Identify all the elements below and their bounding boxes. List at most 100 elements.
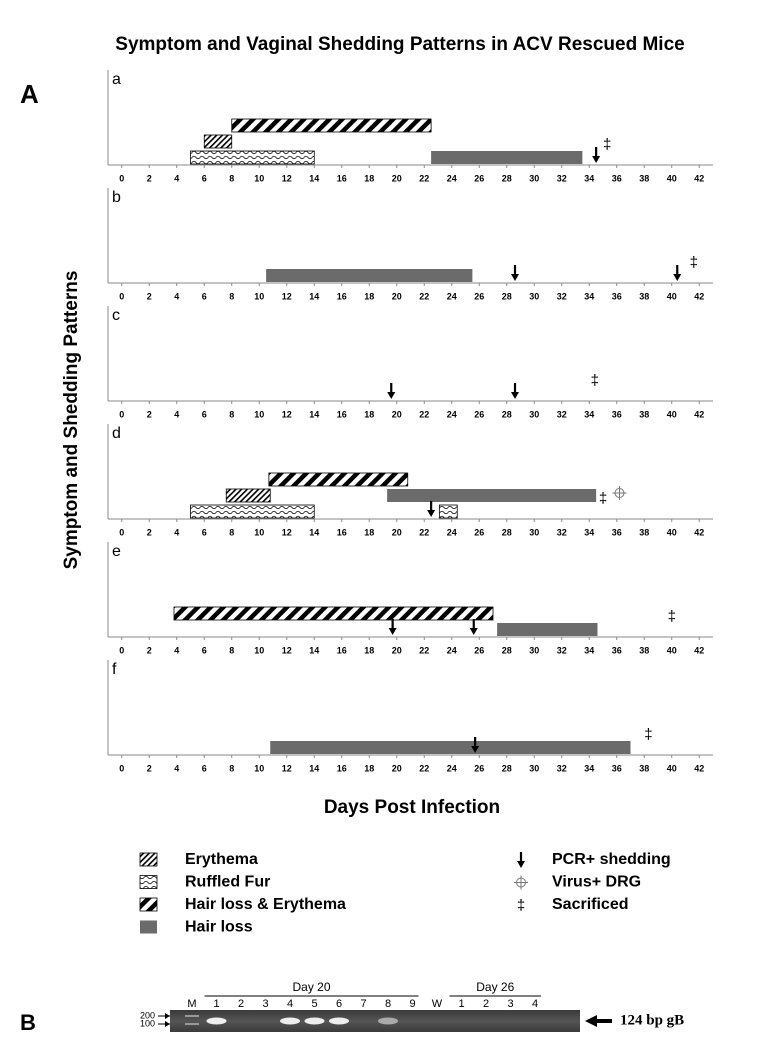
gel: [170, 1010, 580, 1032]
x-tick-label: 20: [392, 645, 402, 655]
arrow-head: [517, 861, 525, 868]
legend-label: PCR+ shedding: [552, 851, 671, 868]
x-tick-label: 18: [364, 409, 374, 419]
x-tick-label: 10: [254, 409, 264, 419]
x-tick-label: 2: [147, 291, 152, 301]
x-tick-label: 22: [419, 527, 429, 537]
panel-label: a: [112, 71, 121, 88]
pcr-arrow: [469, 619, 478, 635]
panel-label: e: [112, 543, 121, 560]
x-tick-label: 8: [229, 763, 234, 773]
x-tick-label: 36: [612, 291, 622, 301]
x-tick-label: 12: [282, 409, 292, 419]
x-tick-label: 26: [474, 763, 484, 773]
legend-label: Sacrificed: [552, 896, 628, 913]
x-tick-label: 4: [174, 645, 179, 655]
x-tick-label: 10: [254, 173, 264, 183]
x-tick-label: 14: [309, 291, 319, 301]
legend-label: Hair loss: [185, 919, 253, 936]
panel-label: b: [112, 189, 121, 206]
x-tick-label: 8: [229, 173, 234, 183]
x-tick-label: 0: [119, 173, 124, 183]
x-tick-label: 12: [282, 763, 292, 773]
bar: [190, 150, 315, 165]
x-tick-label: 14: [309, 763, 319, 773]
x-tick-label: 20: [392, 173, 402, 183]
sacrificed-marker: ‡: [599, 490, 607, 507]
x-tick-label: 40: [667, 763, 677, 773]
legend-label: Hair loss & Erythema: [185, 896, 346, 913]
panel: a0 2 4 6 8 10 12 14 16 18 20 22 24 26 28 30 32 34 36 38 40 42…: [107, 70, 713, 183]
size-marker: 100: [140, 1018, 155, 1028]
x-tick-label: 34: [584, 645, 594, 655]
panel-label: B: [20, 1010, 36, 1035]
gel-band: [304, 1017, 325, 1025]
lane-label: 7: [360, 998, 366, 1010]
x-tick-label: 4: [174, 173, 179, 183]
arrow-head: [511, 274, 519, 281]
x-tick-label: 20: [392, 409, 402, 419]
x-tick-label: 28: [502, 645, 512, 655]
x-tick-label: 4: [174, 409, 179, 419]
lane-label: 5: [311, 998, 317, 1010]
sacrificed-marker: ‡: [690, 254, 698, 271]
marker-arrow-head: [165, 1021, 170, 1027]
pcr-arrow: [427, 501, 436, 517]
x-tick-label: 30: [529, 173, 539, 183]
arrow-head: [427, 510, 436, 517]
bar: [387, 489, 597, 502]
x-tick-label: 28: [502, 291, 512, 301]
x-tick-label: 14: [309, 527, 319, 537]
pcr-arrow: [511, 383, 519, 399]
x-tick-label: 2: [147, 409, 152, 419]
arrow-head: [511, 392, 519, 399]
x-tick-label: 38: [639, 173, 649, 183]
ladder-band: [185, 1015, 199, 1017]
lane-label: 4: [287, 998, 293, 1010]
x-tick-label: 18: [364, 527, 374, 537]
legend-swatch: [140, 920, 157, 934]
arrow-head: [673, 274, 682, 281]
x-tick-label: 28: [502, 409, 512, 419]
x-tick-label: 16: [337, 763, 347, 773]
x-tick-label: 42: [694, 173, 704, 183]
x-tick-label: 24: [447, 173, 457, 183]
panel-label: f: [112, 661, 117, 678]
x-tick-label: 42: [694, 291, 704, 301]
x-tick-label: 12: [282, 527, 292, 537]
group-label: Day 26: [476, 980, 514, 994]
x-tick-label: 38: [639, 763, 649, 773]
legend-virus: [514, 875, 528, 890]
x-tick-label: 0: [119, 409, 124, 419]
x-tick-label: 28: [502, 763, 512, 773]
x-tick-label: 32: [557, 291, 567, 301]
x-tick-label: 38: [639, 291, 649, 301]
x-tick-label: 40: [667, 645, 677, 655]
x-tick-label: 10: [254, 763, 264, 773]
x-tick-label: 26: [474, 409, 484, 419]
x-tick-label: 6: [202, 291, 207, 301]
x-tick-label: 16: [337, 409, 347, 419]
pcr-arrow: [511, 265, 519, 281]
x-tick-label: 10: [254, 291, 264, 301]
legend-label: Ruffled Fur: [185, 874, 270, 891]
x-tick-label: 38: [639, 527, 649, 537]
lane-label: 4: [532, 998, 538, 1010]
x-tick-label: 34: [584, 291, 594, 301]
bar: [203, 134, 233, 149]
arrow-head: [387, 392, 396, 399]
pcr-arrow: [387, 383, 396, 399]
bar: [497, 623, 598, 636]
gel-band: [280, 1017, 300, 1025]
panel: c0 2 4 6 8 10 12 14 16 18 20 22 24 26 28 30 32 34 36 38 40 42…: [107, 306, 713, 419]
x-tick-label: 42: [694, 409, 704, 419]
x-tick-label: 32: [557, 763, 567, 773]
x-tick-label: 16: [337, 527, 347, 537]
panel: b0 2 4 6 8 10 12 14 16 18 20 22 24 26 28 30 32 34 36 38 40 42…: [107, 188, 713, 301]
pcr-arrow: [673, 265, 682, 281]
x-tick-label: 22: [419, 173, 429, 183]
x-tick-label: 18: [364, 291, 374, 301]
gel-band: [206, 1017, 227, 1025]
x-tick-label: 30: [529, 527, 539, 537]
